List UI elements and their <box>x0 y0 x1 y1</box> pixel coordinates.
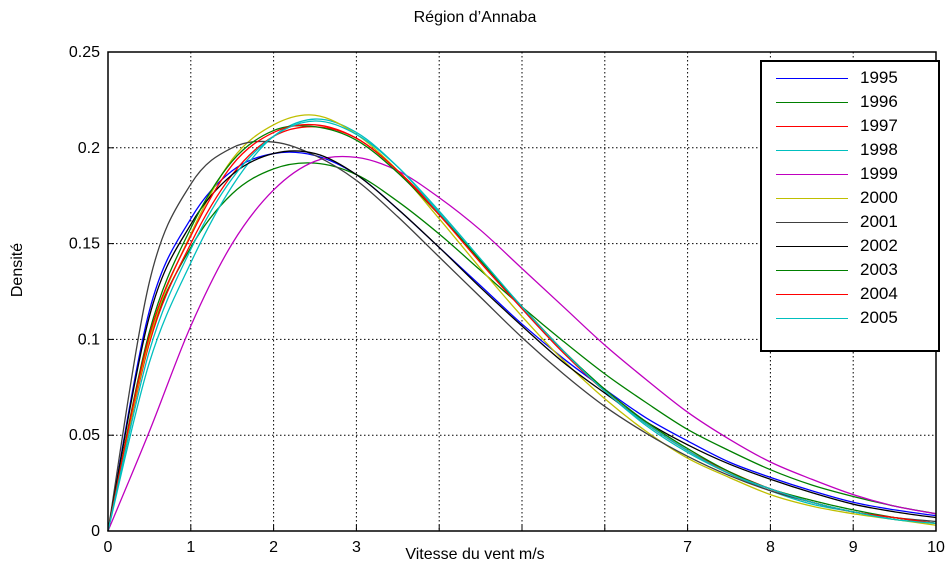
y-tick-label: 0 <box>91 523 100 540</box>
legend-item-1995: 1995 <box>762 66 938 90</box>
x-tick-label: 9 <box>849 539 858 556</box>
legend-swatch <box>776 173 848 175</box>
legend-swatch <box>776 317 848 319</box>
legend-item-1997: 1997 <box>762 114 938 138</box>
legend-item-2004: 2004 <box>762 282 938 306</box>
chart-legend: 1995 1996 1997 1998 1999 2000 2001 2002 2003 2004… <box>760 60 940 352</box>
legend-swatch <box>776 269 848 271</box>
series-line-2005 <box>107 120 937 532</box>
legend-swatch <box>776 149 848 151</box>
legend-item-2000: 2000 <box>762 186 938 210</box>
legend-item-2005: 2005 <box>762 306 938 330</box>
legend-swatch <box>776 101 848 103</box>
legend-item-1998: 1998 <box>762 138 938 162</box>
series-line-2001 <box>107 140 937 532</box>
legend-label: 2004 <box>860 284 898 303</box>
y-tick-label: 0.05 <box>69 427 100 444</box>
legend-item-2001: 2001 <box>762 210 938 234</box>
legend-label: 2001 <box>860 212 898 231</box>
legend-label: 2000 <box>860 188 898 207</box>
legend-label: 2002 <box>860 236 898 255</box>
legend-item-2003: 2003 <box>762 258 938 282</box>
x-axis-label: Vitesse du vent m/s <box>405 546 545 563</box>
series-line-1996 <box>107 162 937 532</box>
legend-swatch <box>776 197 848 199</box>
legend-label: 1999 <box>860 164 898 183</box>
x-tick-label: 1 <box>186 539 195 556</box>
legend-label: 2003 <box>860 260 898 279</box>
legend-swatch <box>776 77 848 79</box>
x-tick-label: 8 <box>766 539 775 556</box>
legend-swatch <box>776 293 848 295</box>
legend-label: 1996 <box>860 92 898 111</box>
x-tick-label: 0 <box>104 539 113 556</box>
legend-label: 1995 <box>860 68 898 87</box>
x-tick-label: 2 <box>269 539 278 556</box>
y-tick-label: 0.2 <box>78 140 100 157</box>
chart-title: Région d’Annaba <box>413 9 537 26</box>
x-tick-label: 10 <box>927 539 945 556</box>
axis-ticks: 0 1 2 3 7 8 9 10 0 0.05 0.1 0.15 0.2 0.25 <box>69 44 945 556</box>
series-lines <box>107 114 937 532</box>
x-tick-label: 7 <box>683 539 692 556</box>
x-tick-label: 3 <box>352 539 361 556</box>
y-tick-label: 0.15 <box>69 236 100 253</box>
series-line-2002 <box>107 150 937 532</box>
y-tick-label: 0.25 <box>69 44 100 61</box>
legend-swatch <box>776 125 848 127</box>
series-line-1999 <box>107 155 937 532</box>
legend-item-2002: 2002 <box>762 234 938 258</box>
y-axis-label: Densité <box>9 242 26 298</box>
series-line-2000 <box>107 114 937 532</box>
legend-item-1996: 1996 <box>762 90 938 114</box>
legend-item-1999: 1999 <box>762 162 938 186</box>
legend-label: 1998 <box>860 140 898 159</box>
legend-label: 2005 <box>860 308 898 327</box>
legend-label: 1997 <box>860 116 898 135</box>
legend-swatch <box>776 245 848 247</box>
y-tick-label: 0.1 <box>78 331 100 348</box>
legend-swatch <box>776 221 848 223</box>
